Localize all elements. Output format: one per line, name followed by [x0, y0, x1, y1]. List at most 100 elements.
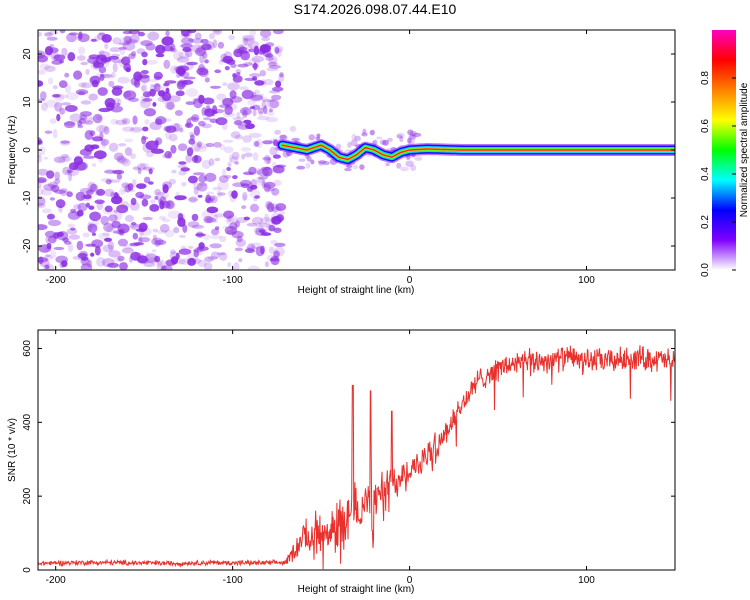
spectrogram-noise-cell [125, 39, 138, 43]
spectrogram-noise-cell [40, 188, 53, 196]
spectrogram-noise-cell [212, 214, 219, 224]
spectrogram-ridge-halo [291, 137, 300, 142]
spectrogram-noise-cell [187, 30, 197, 34]
spectrogram-noise-cell [230, 131, 241, 139]
spectrogram-noise-cell [236, 72, 241, 76]
spectrogram-noise-cell [137, 31, 145, 37]
spectrogram-noise-cell [242, 194, 248, 202]
spectrogram-ridge-halo [351, 133, 357, 141]
spectrogram-noise-cell [91, 239, 104, 248]
spectrogram-noise-cell [182, 47, 192, 53]
spectrogram-noise-cell [90, 38, 97, 42]
spectrogram-noise-cell [241, 153, 246, 160]
spectrogram-noise-cell [60, 140, 70, 144]
spectrogram-noise-cell [97, 51, 111, 59]
spectrogram-noise-cell [219, 144, 226, 151]
spectrogram-noise-cell [271, 203, 279, 214]
spectrogram-noise-cell [270, 212, 282, 222]
spectrogram-noise-cell [206, 41, 215, 51]
spectrogram-ridge-halo [323, 161, 330, 166]
spectrogram-noise-cell [63, 121, 76, 129]
spectrogram-noise-cell [155, 116, 167, 125]
spectrogram-noise-cell [67, 169, 73, 174]
spectrogram-noise-cell [112, 62, 118, 73]
spectrogram-noise-cell [91, 232, 96, 236]
spectrogram-noise-cell [236, 50, 249, 54]
spectrogram-noise-cell [263, 78, 274, 86]
spectrogram-noise-cell [39, 63, 50, 70]
spectrogram-noise-cell [222, 123, 228, 131]
spectrogram-ridge-halo [412, 132, 422, 137]
spectrogram-noise-cell [56, 113, 61, 122]
spectrogram-noise-cell [148, 168, 153, 175]
spectrogram-noise-cell [265, 42, 275, 47]
spectrogram-noise-cell [220, 53, 228, 61]
spectrogram-noise-cell [167, 210, 181, 219]
spectrogram-noise-cell [152, 228, 159, 233]
spectrogram-noise-cell [141, 198, 149, 207]
spectrogram-noise-cell [186, 254, 198, 263]
spectrogram-noise-cell [151, 237, 164, 246]
spectrogram-noise-cell [111, 53, 121, 58]
spectrogram-noise-cell [263, 105, 268, 115]
spectrogram-noise-cell [268, 55, 278, 64]
spectrogram-noise-cell [247, 243, 256, 252]
spectrogram-noise-cell [52, 85, 58, 90]
spectrogram-noise-cell [188, 116, 199, 121]
spectrogram-noise-cell [261, 36, 270, 42]
spectrogram-noise-cell [111, 87, 123, 96]
spectrogram-ridge-halo [310, 159, 315, 165]
spectrogram-ridge-halo [362, 128, 367, 135]
spectrogram-noise-cell [263, 183, 271, 193]
spectrogram-noise-cell [170, 144, 177, 154]
colorbar-tick-label: 0.8 [700, 71, 711, 85]
spectrogram-noise-cell [110, 105, 123, 113]
spectrogram-noise-cell [48, 219, 61, 227]
spectrogram-noise-cell [98, 125, 105, 135]
spectrogram-noise-cell [236, 235, 243, 243]
spectrogram-noise-cell [154, 239, 161, 248]
spectrogram-noise-cell [193, 245, 205, 256]
spectrogram-ridge-halo [289, 125, 297, 132]
colorbar-gradient [712, 30, 736, 270]
spectrogram-noise-cell [61, 260, 68, 268]
spectrogram-noise-cell [203, 233, 211, 241]
spectrogram-noise-cell [251, 63, 259, 69]
spectrogram-noise-cell [38, 202, 46, 209]
spectrogram-noise-cell [186, 118, 192, 127]
spectrogram-noise-cell [61, 154, 69, 159]
spectrogram-noise-cell [247, 40, 260, 49]
spectrogram-noise-cell [157, 259, 166, 268]
spectrogram-noise-cell [50, 184, 60, 192]
spectrogram-noise-cell [205, 194, 212, 204]
spectrogram-noise-cell [122, 188, 136, 193]
spectrogram-ridge-halo [352, 165, 359, 170]
spectrogram-noise-cell [58, 204, 63, 213]
spectrogram-noise-cell [272, 164, 285, 174]
spectrogram-noise-cell [242, 38, 256, 43]
spectrogram-noise-cell [166, 200, 173, 208]
spectrogram-noise-cell [75, 211, 83, 217]
spectrogram-noise-cell [116, 204, 129, 214]
spectrogram-noise-cell [139, 75, 150, 84]
spectrogram-noise-cell [117, 157, 129, 165]
spectrogram-noise-cell [80, 82, 92, 89]
spectrogram-noise-cell [239, 86, 249, 91]
spectrogram-noise-cell [183, 76, 196, 80]
spectrogram-noise-cell [107, 240, 114, 251]
spectrogram-noise-cell [202, 97, 215, 105]
spectrogram-noise-cell [220, 59, 231, 63]
spectrogram-noise-cell [143, 262, 156, 268]
spectrogram-ridge-halo [279, 134, 287, 140]
spectrogram-noise-cell [98, 232, 110, 240]
spectrogram-noise-cell [244, 77, 256, 81]
spectrogram-noise-cell [105, 179, 112, 185]
spectrogram-noise-cell [257, 221, 267, 225]
spectrogram-noise-cell [176, 56, 190, 63]
spectrogram-noise-cell [234, 247, 243, 252]
spectrogram-noise-cell [80, 61, 88, 66]
spectrogram-ridge-halo [345, 165, 353, 168]
spectrogram-noise-cell [240, 147, 251, 152]
spectrogram-noise-cell [272, 216, 284, 222]
spectrogram-noise-cell [229, 90, 237, 100]
